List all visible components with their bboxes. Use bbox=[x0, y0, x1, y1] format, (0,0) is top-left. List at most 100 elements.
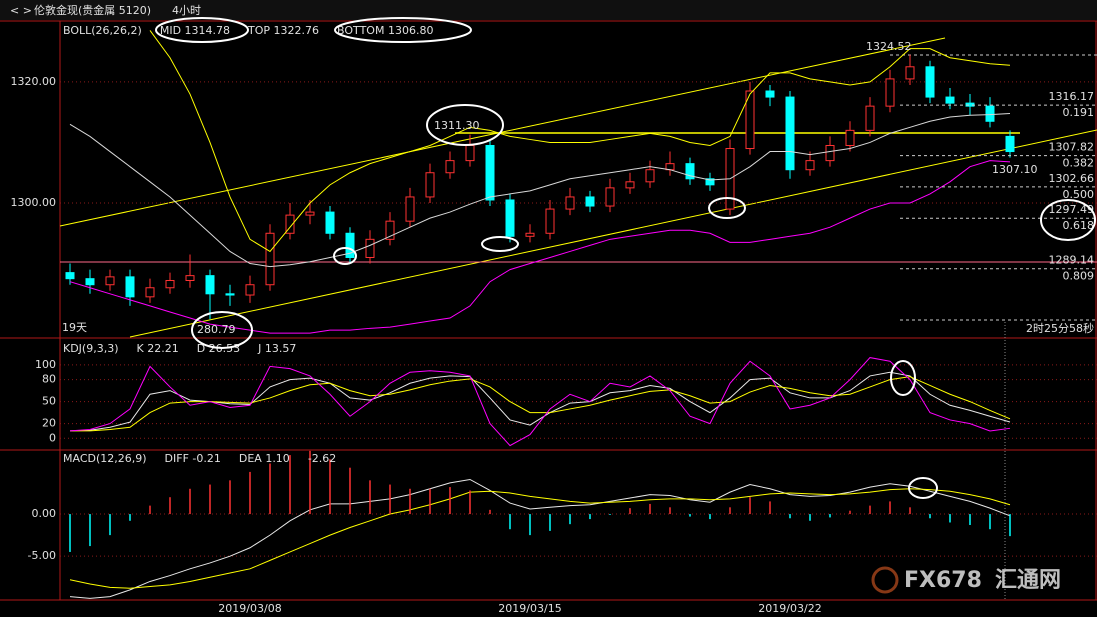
annotation: 2时25分58秒 bbox=[1026, 321, 1094, 335]
candle-body bbox=[385, 220, 395, 240]
period[interactable]: 4小时 bbox=[172, 4, 201, 17]
fib-ratio: 0.809 bbox=[1063, 270, 1095, 283]
watermark: FX678 bbox=[904, 568, 982, 593]
candle-body bbox=[365, 238, 375, 258]
nav-arrows[interactable]: < > bbox=[10, 4, 32, 17]
candle-body bbox=[625, 181, 635, 189]
annotation: 1324.52 bbox=[866, 40, 912, 53]
annotation: 1311.30 bbox=[434, 119, 480, 132]
marker bbox=[708, 197, 746, 219]
candle-body bbox=[425, 172, 435, 198]
plot: 1320.00 1300.00 1316.17 0.191 1307.82 0.382 13… bbox=[11, 24, 1097, 615]
fib-price: 1297.49 bbox=[1049, 203, 1095, 216]
y-tick-label: 0.00 bbox=[32, 507, 57, 520]
candle-body bbox=[745, 90, 755, 150]
legend-title: MACD(12,26,9) bbox=[63, 452, 147, 465]
x-tick-label: 2019/03/15 bbox=[498, 602, 561, 615]
candle-body bbox=[185, 275, 195, 281]
y-tick-label: 1320.00 bbox=[11, 75, 57, 88]
x-tick-label: 2019/03/22 bbox=[758, 602, 821, 615]
marker bbox=[333, 247, 357, 265]
legend-entry: TOP 1322.76 bbox=[247, 24, 319, 37]
x-tick-label: 2019/03/08 bbox=[218, 602, 281, 615]
fib-price: 1316.17 bbox=[1049, 90, 1095, 103]
series-line bbox=[69, 160, 1011, 334]
candle-body bbox=[705, 178, 715, 186]
candle-body bbox=[105, 276, 115, 286]
candle-body bbox=[165, 279, 175, 289]
marker bbox=[426, 104, 504, 146]
series-line bbox=[69, 478, 1011, 599]
candle-body bbox=[865, 105, 875, 131]
candle-body bbox=[785, 96, 795, 171]
legend-entry: DEA 1.10 bbox=[239, 452, 290, 465]
candle-body bbox=[985, 105, 995, 122]
candle-body bbox=[1005, 135, 1015, 153]
annotation: 19天 bbox=[62, 321, 87, 334]
fib-ratio: 0.500 bbox=[1063, 188, 1095, 201]
legend-entry: DIFF -0.21 bbox=[165, 452, 221, 465]
candle-body bbox=[405, 196, 415, 222]
candle-body bbox=[285, 214, 295, 234]
fib-price: 1302.66 bbox=[1049, 172, 1095, 185]
marker bbox=[1040, 199, 1096, 241]
symbol-title[interactable]: 伦敦金现(贵金属 5120) bbox=[34, 3, 151, 17]
candle-body bbox=[465, 144, 475, 162]
series-line bbox=[69, 357, 1011, 447]
candle-body bbox=[445, 160, 455, 174]
annotation: 280.79 bbox=[197, 323, 236, 336]
annotation: 1307.10 bbox=[992, 163, 1038, 176]
candle-body bbox=[585, 196, 595, 207]
legend-title: KDJ(9,3,3) bbox=[63, 342, 119, 355]
watermark: 汇通网 bbox=[995, 568, 1061, 593]
candle-body bbox=[145, 287, 155, 298]
legend-entry: -2.62 bbox=[308, 452, 336, 465]
y-tick-label: 20 bbox=[42, 417, 56, 430]
channel-line bbox=[59, 37, 946, 227]
candle-body bbox=[505, 199, 515, 237]
candle-body bbox=[765, 90, 775, 98]
marker bbox=[908, 477, 938, 499]
candle-body bbox=[225, 293, 235, 296]
legend-entry: MID 1314.78 bbox=[160, 24, 230, 37]
series-line bbox=[69, 371, 1011, 432]
candle-body bbox=[305, 211, 315, 216]
fib-price: 1307.82 bbox=[1049, 141, 1095, 154]
marker bbox=[155, 17, 249, 43]
series-line bbox=[70, 376, 1011, 432]
y-tick-label: 1300.00 bbox=[11, 196, 57, 209]
candle-body bbox=[945, 96, 955, 104]
legend-title: BOLL(26,26,2) bbox=[63, 24, 142, 37]
candle-body bbox=[605, 187, 615, 207]
legend-entry: K 22.21 bbox=[137, 342, 179, 355]
y-tick-label: 0 bbox=[49, 431, 56, 444]
watermark-logo bbox=[871, 566, 899, 594]
marker bbox=[890, 360, 916, 396]
candle-body bbox=[545, 208, 555, 234]
series-line bbox=[69, 488, 1011, 589]
candle-body bbox=[325, 211, 335, 234]
series-line bbox=[69, 113, 1011, 268]
legend-entry: J 13.57 bbox=[257, 342, 296, 355]
y-tick-label: 50 bbox=[42, 395, 56, 408]
candle-body bbox=[205, 275, 215, 295]
channel-line bbox=[129, 129, 1097, 338]
candle-body bbox=[565, 196, 575, 210]
candle-body bbox=[905, 66, 915, 80]
marker bbox=[191, 311, 253, 349]
candle-body bbox=[885, 78, 895, 107]
candle-body bbox=[685, 163, 695, 180]
legend-entry: BOTTOM 1306.80 bbox=[337, 24, 433, 37]
y-tick-label: 80 bbox=[42, 373, 56, 386]
candle-body bbox=[645, 169, 655, 183]
series-line bbox=[149, 30, 1011, 253]
candle-body bbox=[925, 66, 935, 98]
candle-body bbox=[85, 278, 95, 286]
candle-body bbox=[65, 272, 75, 280]
fib-price: 1289.14 bbox=[1049, 254, 1095, 267]
candle-body bbox=[245, 284, 255, 296]
marker bbox=[334, 17, 472, 43]
